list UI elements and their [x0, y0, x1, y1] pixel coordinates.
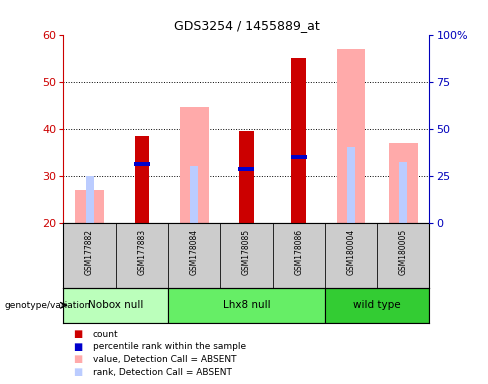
Bar — [63, 288, 168, 323]
Text: count: count — [93, 329, 119, 339]
Bar — [239, 131, 254, 223]
Text: percentile rank within the sample: percentile rank within the sample — [93, 342, 246, 351]
Bar — [399, 162, 407, 223]
Text: GSM180004: GSM180004 — [346, 229, 356, 275]
Bar — [325, 288, 429, 323]
Text: ■: ■ — [73, 354, 82, 364]
Bar — [377, 223, 429, 288]
Text: genotype/variation: genotype/variation — [5, 301, 91, 310]
Text: Lhx8 null: Lhx8 null — [223, 300, 270, 310]
Bar — [273, 223, 325, 288]
Bar — [239, 167, 255, 170]
Text: ■: ■ — [73, 367, 82, 377]
Text: GSM178084: GSM178084 — [190, 229, 199, 275]
Text: ■: ■ — [73, 329, 82, 339]
Bar — [325, 223, 377, 288]
Bar — [389, 143, 418, 223]
Text: GSM178086: GSM178086 — [294, 229, 303, 275]
Bar — [220, 223, 273, 288]
Text: GSM177882: GSM177882 — [85, 229, 94, 275]
Text: Nobox null: Nobox null — [88, 300, 143, 310]
Bar — [168, 223, 220, 288]
Bar — [190, 166, 198, 223]
Text: value, Detection Call = ABSENT: value, Detection Call = ABSENT — [93, 355, 236, 364]
Bar — [337, 49, 366, 223]
Text: GSM178085: GSM178085 — [242, 229, 251, 275]
Bar — [63, 223, 116, 288]
Bar — [134, 162, 150, 166]
Bar — [291, 155, 307, 159]
Bar — [75, 190, 104, 223]
Text: wild type: wild type — [353, 300, 401, 310]
Bar — [116, 223, 168, 288]
Text: ■: ■ — [73, 342, 82, 352]
Text: GSM177883: GSM177883 — [137, 229, 146, 275]
Bar — [180, 108, 208, 223]
Title: GDS3254 / 1455889_at: GDS3254 / 1455889_at — [174, 19, 319, 32]
Bar — [86, 176, 94, 223]
Text: rank, Detection Call = ABSENT: rank, Detection Call = ABSENT — [93, 367, 232, 377]
Bar — [135, 136, 149, 223]
Text: GSM180005: GSM180005 — [399, 229, 408, 275]
Bar — [291, 58, 306, 223]
Bar — [347, 147, 355, 223]
Bar — [168, 288, 325, 323]
